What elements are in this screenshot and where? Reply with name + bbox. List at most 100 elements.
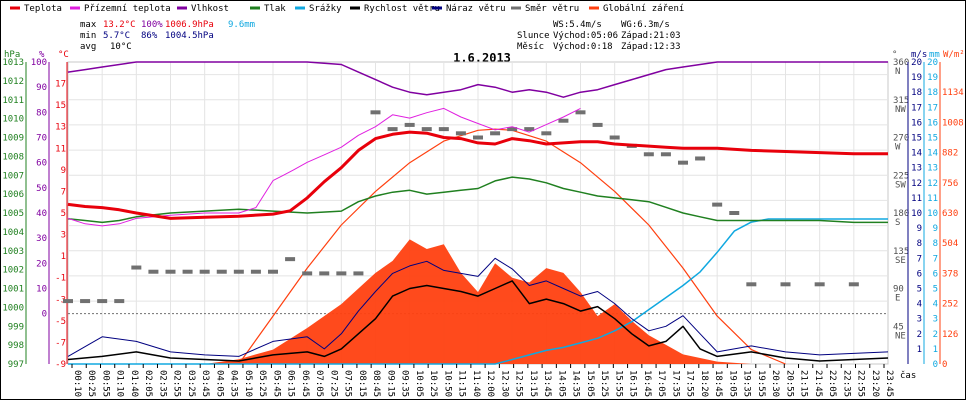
y-tick-rain: 0 [933, 360, 938, 370]
stats-min-label: min [80, 31, 96, 41]
y-tick-temperature: 15 [55, 101, 66, 111]
x-tick-label: 12:00 [485, 370, 495, 397]
y-tick-rain: 9 [933, 224, 938, 234]
wind-dir-marker [97, 299, 108, 304]
y-tick-pressure: 1011 [2, 96, 24, 106]
y-tick-wind-dir: 45 [893, 322, 904, 332]
y-tick-wind-dir: 90 [893, 285, 904, 295]
y-tick-radiation: 0 [942, 360, 947, 370]
axes: 1013101210111010100910081007100610051004… [2, 58, 963, 370]
wind-dir-marker [814, 282, 825, 287]
plot-area [63, 61, 889, 365]
x-tick-label: 11:40 [471, 370, 481, 397]
wind-avg-speed: WS:5.4m/s [553, 20, 602, 30]
series-sr-ky [68, 218, 888, 365]
y-tick-wind-speed: 19 [911, 73, 922, 83]
x-tick-label: 19:55 [756, 370, 766, 397]
wind-dir-marker [353, 271, 364, 276]
wind-dir-marker [780, 282, 791, 287]
y-tick-rain: 6 [933, 269, 938, 279]
wind-dir-marker [729, 211, 740, 215]
y-tick-compass: E [895, 294, 900, 304]
wind-dir-marker [199, 269, 210, 274]
y-tick-wind-speed: 16 [911, 118, 922, 128]
wind-dir-marker [302, 271, 313, 276]
wind-dir-marker [490, 131, 501, 136]
x-tick-label: 23:20 [870, 370, 880, 397]
wind-dir-marker [507, 127, 518, 132]
stats-max-label: max [80, 20, 97, 30]
y-tick-rain: 19 [927, 73, 938, 83]
stats-min-temp: 5.7°C [103, 31, 130, 41]
x-tick-label: 01:10 [115, 370, 125, 397]
legend-label: Rychlost větru [364, 4, 440, 14]
y-tick-rain: 1 [933, 345, 938, 355]
stats-avg-temp: 10°C [110, 42, 132, 52]
wind-dir-marker [455, 131, 466, 136]
y-tick-temperature: 7 [61, 187, 66, 197]
x-tick-label: 19:35 [742, 370, 752, 397]
wind-dir-marker [80, 299, 91, 304]
x-tick-label: 12:55 [514, 370, 524, 397]
x-tick-label: 14:35 [571, 370, 581, 397]
y-tick-pressure: 1004 [2, 228, 24, 238]
x-tick-label: 15:55 [613, 370, 623, 397]
unit-wm2: W/m² [943, 50, 965, 60]
y-tick-wind-speed: 15 [911, 134, 922, 144]
y-tick-wind-speed: 7 [917, 254, 922, 264]
y-tick-wind-speed: 14 [911, 149, 922, 159]
wind-dir-marker [643, 152, 654, 157]
y-tick-humidity: 60 [36, 159, 47, 169]
wind-dir-marker [233, 269, 244, 274]
y-tick-temperature: 11 [55, 144, 66, 154]
x-tick-label: 07:55 [343, 370, 353, 397]
x-tick-label: 20:55 [784, 370, 794, 397]
y-tick-temperature: -3 [55, 295, 66, 305]
x-tick-label: 16:15 [628, 370, 638, 397]
x-tick-label: 06:45 [300, 370, 310, 397]
wind-dir-marker [746, 282, 757, 287]
stats-min-humidity: 86% [141, 31, 158, 41]
y-tick-radiation: 882 [942, 149, 958, 159]
y-tick-pressure: 1008 [2, 152, 24, 162]
y-tick-radiation: 1134 [942, 88, 964, 98]
y-tick-wind-speed: 2 [917, 330, 922, 340]
y-tick-temperature: 13 [55, 123, 66, 133]
wind-dir-marker [678, 160, 688, 165]
y-tick-rain: 3 [933, 315, 938, 325]
y-tick-temperature: -5 [55, 317, 66, 327]
x-tick-label: 00:55 [100, 370, 110, 397]
x-tick-label: 20:30 [770, 370, 780, 397]
y-tick-radiation: 504 [942, 239, 958, 249]
y-tick-wind-speed: 9 [917, 224, 922, 234]
x-tick-label: 22:05 [827, 370, 837, 397]
x-tick-label: 04:05 [214, 370, 224, 397]
y-tick-wind-dir: 225 [893, 171, 909, 181]
wind-dir-marker [131, 265, 142, 270]
sun-rise: Východ:05:06 [553, 31, 618, 41]
unit-percent: % [39, 50, 45, 60]
x-tick-label: 21:45 [813, 370, 823, 397]
y-tick-temperature: 17 [55, 80, 66, 90]
y-tick-pressure: 1003 [2, 247, 24, 257]
wind-dir-marker [524, 127, 535, 132]
x-tick-label: 09:15 [385, 370, 395, 397]
x-tick-label: 22:35 [841, 370, 851, 397]
x-tick-label: 17:05 [656, 370, 666, 397]
y-tick-pressure: 1005 [2, 209, 24, 219]
unit-hpa: hPa [4, 50, 20, 60]
y-tick-rain: 10 [927, 209, 938, 219]
wind-dir-marker [370, 110, 381, 115]
stats-avg-label: avg [80, 42, 96, 52]
y-tick-wind-speed: 10 [911, 209, 922, 219]
x-tick-label: 08:15 [357, 370, 367, 397]
y-tick-pressure: 1013 [2, 58, 24, 68]
wind-gust-speed: WG:6.3m/s [621, 20, 670, 30]
y-tick-wind-speed: 17 [911, 103, 922, 113]
y-tick-pressure: 1002 [2, 266, 24, 276]
y-tick-wind-speed: 12 [911, 179, 922, 189]
wind-dir-marker [148, 269, 159, 274]
unit-celsius: °C [58, 50, 69, 60]
wind-dir-marker [182, 269, 193, 274]
wind-dir-marker [712, 202, 723, 207]
